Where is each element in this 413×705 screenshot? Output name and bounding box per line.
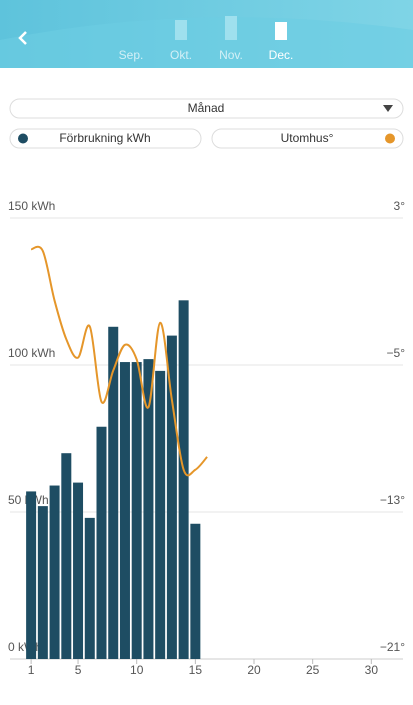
x-tick-label: 30 bbox=[365, 663, 379, 677]
bar bbox=[155, 370, 166, 659]
bar bbox=[131, 362, 142, 659]
bar bbox=[96, 426, 107, 659]
legend-pill[interactable] bbox=[9, 128, 202, 149]
header-wave bbox=[0, 17, 413, 68]
month-icon bbox=[175, 20, 187, 40]
bar bbox=[190, 523, 201, 659]
y2-tick-label: −21° bbox=[380, 640, 405, 654]
legend-dot bbox=[18, 133, 28, 144]
month-label: Okt. bbox=[170, 48, 192, 62]
temperature-line bbox=[30, 245, 208, 477]
dropdown-arrow bbox=[383, 105, 393, 112]
x-tick-label: 10 bbox=[130, 663, 144, 677]
x-tick-label: 15 bbox=[189, 663, 203, 677]
period-label: Månad bbox=[188, 101, 225, 115]
x-tick-label: 20 bbox=[247, 663, 261, 677]
month-icon bbox=[275, 22, 287, 40]
legend-label: Utomhus° bbox=[281, 131, 334, 145]
bar bbox=[26, 491, 37, 659]
x-tick-label: 1 bbox=[28, 663, 35, 677]
y-tick-label: 100 kWh bbox=[8, 346, 55, 360]
x-tick-label: 5 bbox=[75, 663, 82, 677]
month-icon bbox=[225, 16, 237, 40]
y-tick-label: 0 kWh bbox=[8, 640, 42, 654]
bar bbox=[73, 482, 84, 659]
y2-tick-label: −5° bbox=[387, 346, 406, 360]
bar bbox=[166, 335, 177, 659]
bar bbox=[143, 359, 154, 659]
back-button[interactable] bbox=[18, 31, 27, 45]
bar bbox=[84, 517, 95, 659]
bar bbox=[49, 485, 60, 659]
bar bbox=[108, 326, 119, 659]
legend-dot bbox=[385, 133, 395, 144]
period-dropdown[interactable] bbox=[9, 98, 404, 119]
y2-tick-label: −13° bbox=[380, 493, 405, 507]
y2-tick-label: 3° bbox=[394, 199, 406, 213]
legend-pill[interactable] bbox=[211, 128, 404, 149]
bar bbox=[61, 453, 72, 659]
y-tick-label: 150 kWh bbox=[8, 199, 55, 213]
bar bbox=[37, 506, 48, 659]
month-label: Dec. bbox=[269, 48, 294, 62]
bar bbox=[178, 300, 189, 659]
month-label: Sep. bbox=[119, 48, 144, 62]
bar bbox=[119, 362, 130, 659]
legend-label: Förbrukning kWh bbox=[59, 131, 150, 145]
x-tick-label: 25 bbox=[306, 663, 320, 677]
month-label: Nov. bbox=[219, 48, 243, 62]
